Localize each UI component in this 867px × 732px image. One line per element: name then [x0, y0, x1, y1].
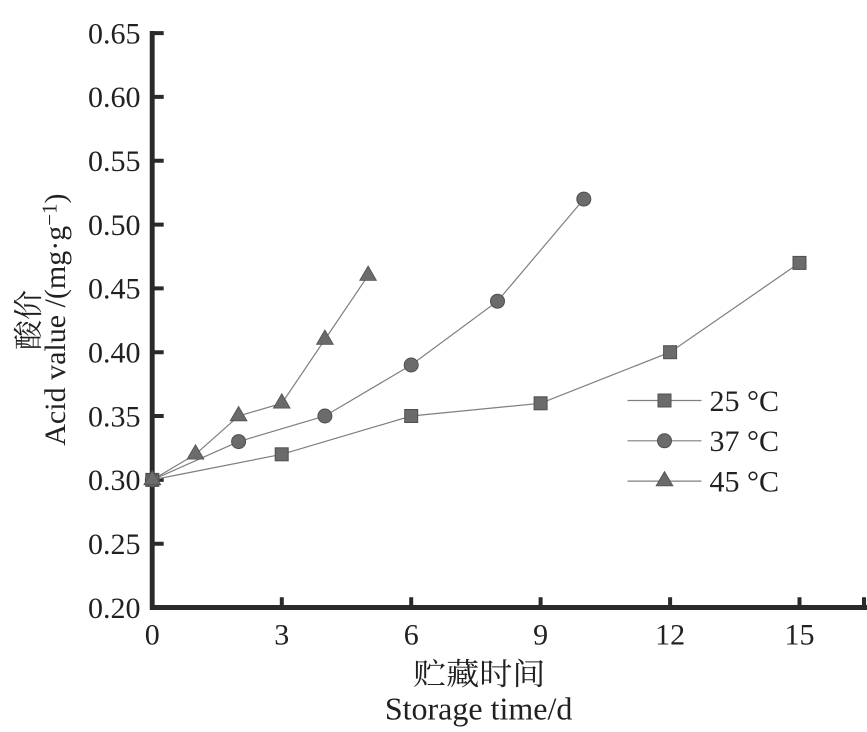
- svg-text:9: 9: [533, 619, 548, 652]
- svg-text:3: 3: [274, 619, 289, 652]
- svg-text:0.35: 0.35: [88, 400, 141, 433]
- svg-text:37 °C: 37 °C: [710, 425, 780, 458]
- svg-text:6: 6: [404, 619, 419, 652]
- svg-text:0.60: 0.60: [88, 81, 141, 114]
- svg-text:0: 0: [145, 619, 160, 652]
- svg-text:0.55: 0.55: [88, 145, 141, 178]
- svg-text:15: 15: [785, 619, 815, 652]
- svg-text:0.45: 0.45: [88, 273, 141, 306]
- svg-text:0.20: 0.20: [88, 592, 141, 625]
- svg-text:0.65: 0.65: [88, 17, 141, 50]
- svg-text:0.25: 0.25: [88, 528, 141, 561]
- svg-text:0.40: 0.40: [88, 337, 141, 370]
- svg-text:12: 12: [655, 619, 685, 652]
- svg-text:0.50: 0.50: [88, 209, 141, 242]
- svg-text:45 °C: 45 °C: [710, 465, 780, 498]
- svg-text:0.30: 0.30: [88, 464, 141, 497]
- svg-text:25 °C: 25 °C: [710, 385, 780, 418]
- svg-text:Acid value /(mg·g−1): Acid value /(mg·g−1): [37, 193, 72, 445]
- svg-text:Storage time/d: Storage time/d: [385, 690, 573, 726]
